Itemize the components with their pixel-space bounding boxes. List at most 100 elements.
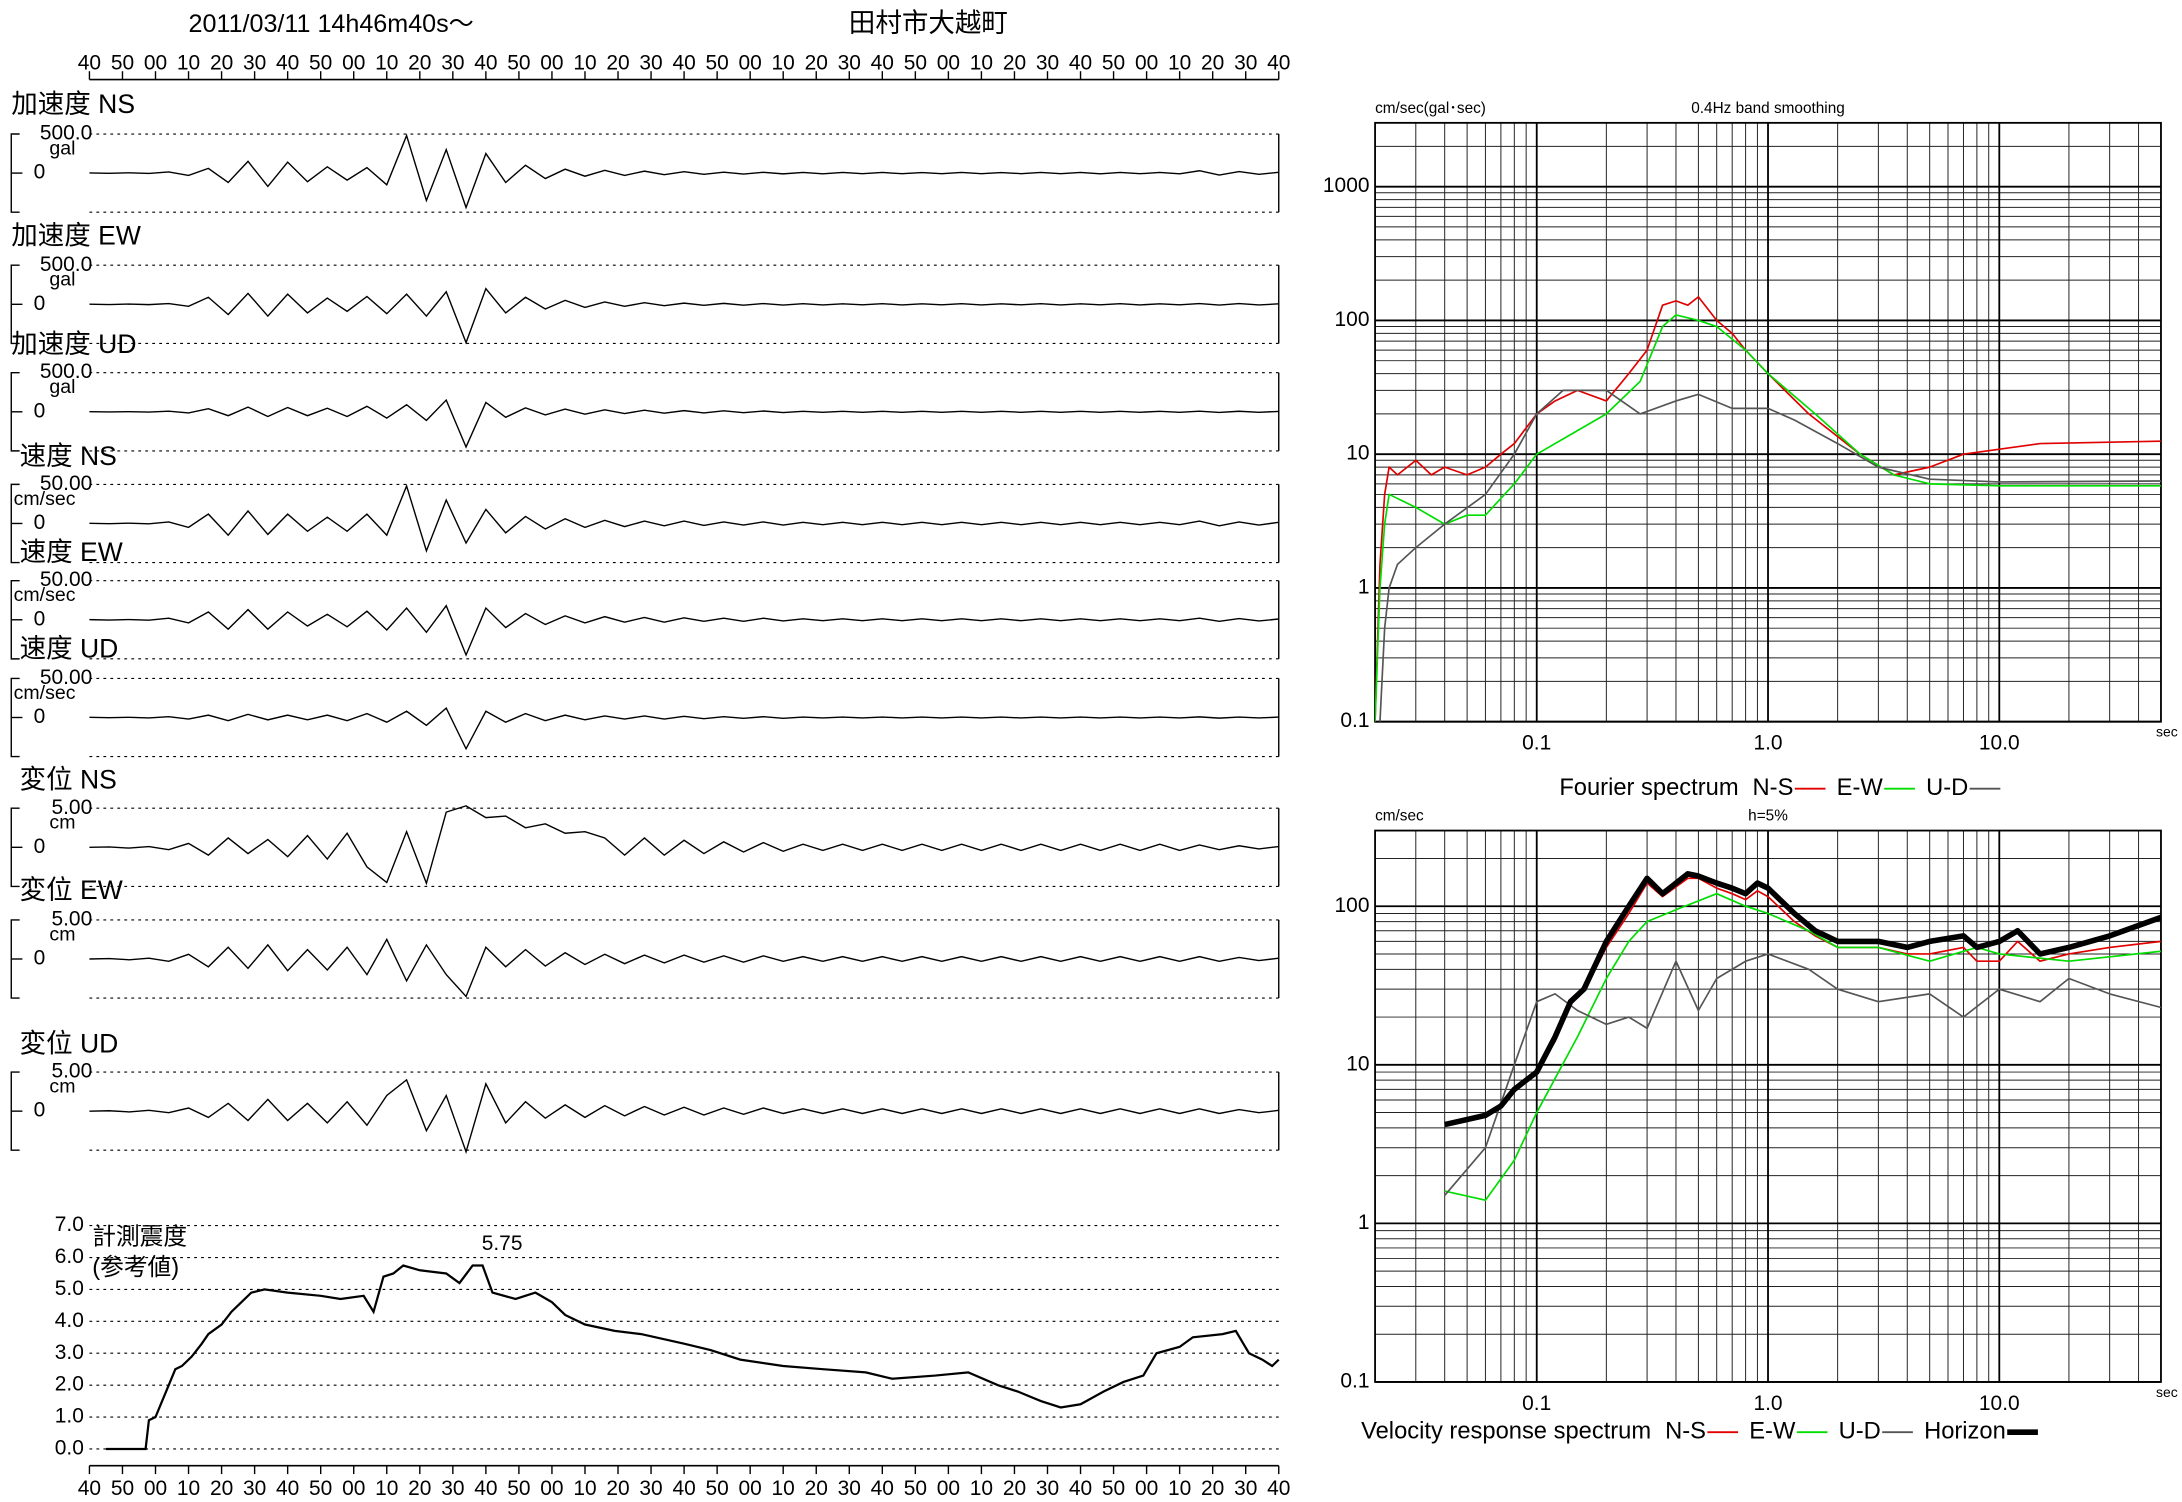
y-unit: gal — [49, 138, 75, 160]
x-tick-label: 20 — [606, 52, 629, 75]
y-tick-label: 6.0 — [55, 1245, 84, 1268]
x-tick-label: 40 — [1069, 1477, 1092, 1500]
x-tick-label: 40 — [672, 52, 695, 75]
x-tick-label: 50 — [705, 1477, 728, 1500]
x-tick-label: 0.1 — [1522, 1392, 1551, 1415]
chart-subtitle: (参考値) — [92, 1254, 179, 1281]
x-tick-label: 10 — [375, 52, 398, 75]
chart-title: 2011/03/11 14h46m40s〜 — [189, 10, 474, 38]
y-tick-label: 5.00 — [51, 1060, 92, 1083]
y-unit: cm — [49, 923, 75, 945]
y-axis-label: cm/sec(gal･sec) — [1375, 100, 1486, 117]
series-line — [1444, 871, 2161, 1128]
x-tick-label: 30 — [1036, 52, 1059, 75]
x-tick-label: 20 — [408, 1477, 431, 1500]
x-tick-label: 00 — [937, 1477, 960, 1500]
y-tick-label: 1 — [1358, 575, 1370, 598]
x-tick-label: 20 — [606, 1477, 629, 1500]
waveform — [89, 483, 1279, 553]
waveform — [89, 133, 1279, 210]
plot-frame — [1374, 829, 2162, 1383]
y-tick-label: 0.1 — [1340, 1369, 1369, 1392]
chart-title: 0.4Hz band smoothing — [1691, 100, 1845, 117]
panel-label: 加速度 EW — [11, 220, 141, 250]
x-tick-label: 20 — [1201, 52, 1224, 75]
waveform — [89, 287, 1279, 345]
x-tick-label: 00 — [540, 52, 563, 75]
x-tick-label: 50 — [507, 52, 530, 75]
x-tick-label: 30 — [639, 1477, 662, 1500]
y-unit: gal — [49, 269, 75, 291]
x-axis-label: sec — [2156, 1384, 2178, 1400]
y-tick-label: 0.1 — [1340, 709, 1369, 732]
y-tick-label: 0 — [34, 399, 46, 422]
y-tick-label: 50.00 — [40, 666, 92, 689]
y-unit: cm/sec — [14, 682, 76, 704]
x-tick-label: 10 — [573, 52, 596, 75]
chart-subtitle: 田村市大越町 — [849, 8, 1008, 38]
x-tick-label: 10 — [375, 1477, 398, 1500]
y-tick-label: 100 — [1335, 308, 1370, 331]
x-tick-label: 50 — [507, 1477, 530, 1500]
y-tick-label: 4.0 — [55, 1309, 84, 1332]
x-tick-label: 1.0 — [1753, 732, 1782, 755]
x-tick-label: 40 — [276, 1477, 299, 1500]
x-tick-label: 30 — [441, 52, 464, 75]
y-unit: gal — [49, 376, 75, 398]
y-unit: cm — [49, 1076, 75, 1098]
y-tick-label: 0 — [34, 292, 46, 315]
y-tick-label: 50.00 — [40, 568, 92, 591]
chart-title: 計測震度 — [92, 1223, 187, 1250]
y-tick-label: 0 — [34, 835, 46, 858]
x-tick-label: 20 — [805, 52, 828, 75]
waveform — [89, 937, 1279, 998]
x-tick-label: 40 — [672, 1477, 695, 1500]
x-tick-label: 10 — [177, 1477, 200, 1500]
panel-label: 速度 NS — [20, 441, 117, 471]
series-line — [1375, 296, 2161, 722]
x-tick-label: 10 — [772, 52, 795, 75]
legend-label: Horizon — [1924, 1418, 2006, 1444]
x-tick-label: 00 — [1135, 52, 1158, 75]
legend-label: N-S — [1753, 775, 1794, 801]
x-tick-label: 20 — [1201, 1477, 1224, 1500]
x-tick-label: 50 — [111, 1477, 134, 1500]
x-tick-label: 30 — [639, 52, 662, 75]
x-tick-label: 00 — [739, 1477, 762, 1500]
x-tick-label: 00 — [937, 52, 960, 75]
x-tick-label: 00 — [1135, 1477, 1158, 1500]
x-tick-label: 40 — [1069, 52, 1092, 75]
x-tick-label: 40 — [276, 52, 299, 75]
legend-title: Velocity response spectrum — [1361, 1418, 1651, 1444]
series-line — [1379, 389, 2161, 722]
x-tick-label: 30 — [243, 52, 266, 75]
x-tick-label: 10 — [772, 1477, 795, 1500]
x-tick-label: 1.0 — [1753, 1392, 1782, 1415]
x-tick-label: 40 — [474, 1477, 497, 1500]
y-tick-label: 7.0 — [55, 1213, 84, 1236]
y-tick-label: 2.0 — [55, 1373, 84, 1396]
legend-label: E-W — [1749, 1418, 1796, 1444]
x-tick-label: 40 — [78, 52, 101, 75]
annotation: 5.75 — [482, 1232, 523, 1255]
legend-title: Fourier spectrum — [1559, 775, 1738, 801]
x-tick-label: 20 — [805, 1477, 828, 1500]
panel-label: 速度 EW — [20, 537, 123, 567]
x-tick-label: 00 — [342, 1477, 365, 1500]
x-tick-label: 30 — [441, 1477, 464, 1500]
x-tick-label: 40 — [474, 52, 497, 75]
waveform — [89, 398, 1279, 449]
waveform — [89, 1078, 1279, 1155]
x-tick-label: 20 — [408, 52, 431, 75]
y-tick-label: 0 — [34, 607, 46, 630]
x-tick-label: 40 — [1267, 52, 1290, 75]
x-tick-label: 0.1 — [1522, 732, 1551, 755]
x-tick-label: 10.0 — [1979, 732, 2020, 755]
panel-label: 変位 NS — [20, 765, 117, 795]
x-tick-label: 50 — [309, 52, 332, 75]
intensity-line — [105, 1264, 1280, 1451]
legend-label: E-W — [1837, 775, 1884, 801]
x-tick-label: 40 — [871, 52, 894, 75]
y-tick-label: 0 — [34, 705, 46, 728]
